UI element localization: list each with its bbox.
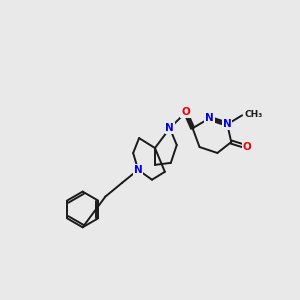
Text: CH₃: CH₃	[244, 110, 262, 119]
Text: N: N	[205, 113, 214, 123]
Text: N: N	[165, 123, 174, 133]
Text: O: O	[181, 107, 190, 117]
Text: N: N	[223, 119, 232, 129]
Text: O: O	[243, 142, 251, 152]
Text: N: N	[134, 165, 142, 175]
